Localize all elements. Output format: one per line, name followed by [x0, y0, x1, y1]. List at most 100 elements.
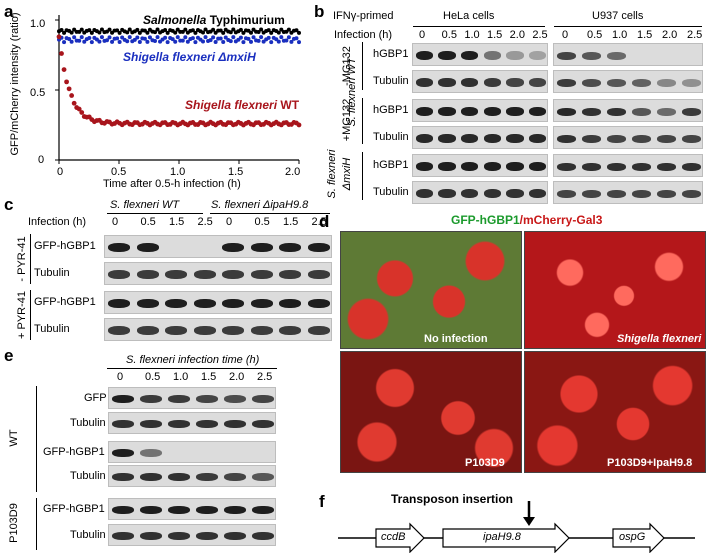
panel-c-blot-0-band-5 — [250, 243, 273, 252]
legend-wt: Shigella flexneri WT — [185, 98, 300, 112]
panel-c-blot-1 — [104, 262, 332, 285]
panel-a-point-s0-46 — [173, 30, 178, 35]
panel-a-point-s1-50 — [183, 35, 188, 40]
panel-c-minus-bar — [30, 234, 31, 284]
panel-e-blot-4-band-2 — [168, 506, 190, 514]
panel-e-time-3: 1.5 — [201, 371, 217, 383]
panel-a-point-s1-62 — [213, 39, 218, 44]
panel-b-u937-blot-1-band-2 — [607, 78, 626, 87]
panel-a-point-s0-1 — [59, 27, 64, 32]
panel-b-hela-blot-1-band-3 — [483, 78, 501, 87]
panel-a-point-s1-75 — [246, 36, 251, 41]
panel-a-point-s0-47 — [175, 27, 180, 32]
panel-a-point-s0-20 — [107, 27, 112, 32]
panel-e-title: S. flexneri infection time (h) — [126, 354, 260, 366]
panel-e-blot-1-band-0 — [112, 420, 134, 428]
panel-b-u937-blot-1 — [553, 70, 703, 93]
panel-a-point-s0-68 — [228, 30, 233, 35]
panel-a-point-s0-27 — [125, 30, 130, 35]
panel-a-point-s0-76 — [249, 30, 253, 35]
panel-a-point-s1-54 — [193, 40, 198, 45]
panel-b-u937-blot-5-band-0 — [557, 189, 576, 198]
panel-a-point-s0-13 — [89, 30, 94, 35]
panel-e-blot-5-band-1 — [140, 532, 162, 540]
panel-b-hela-time-4: 2.0 — [509, 29, 525, 41]
panel-e-time-4: 2.0 — [229, 371, 245, 383]
panel-a-point-s1-87 — [276, 39, 281, 44]
panel-b-hela-blot-2-band-4 — [506, 107, 524, 116]
panel-e-blot-4-band-5 — [252, 506, 274, 514]
panel-f-insertion: Transposon insertion — [391, 492, 514, 506]
panel-e-blot-1-band-2 — [168, 420, 190, 428]
panel-b-u937: U937 cells — [592, 10, 644, 22]
panel-b-hela: HeLa cells — [443, 10, 495, 22]
gene-ccdb — [375, 522, 425, 553]
panel-a-xtick-2: 1.0 — [170, 166, 186, 178]
panel-c-blot-3-band-4 — [222, 326, 245, 335]
panel-c-row-label-1: Tubulin — [34, 267, 70, 279]
panel-a-point-s1-42 — [163, 35, 168, 40]
panel-c-time-3: 2.5 — [197, 216, 213, 228]
panel-a-point-s2-2 — [61, 67, 67, 72]
panel-b-hela-blot-2-band-5 — [529, 107, 547, 116]
panel-c-time-1: 0.5 — [140, 216, 156, 228]
panel-a-point-s0-69 — [231, 27, 236, 32]
panel-c-blot-2-band-4 — [222, 299, 245, 308]
panel-a-point-s1-5 — [69, 39, 74, 44]
panel-b-u937-time-1: 0.5 — [587, 29, 603, 41]
panel-b-u937-blot-4 — [553, 154, 703, 177]
panel-a-point-s1-31 — [135, 35, 140, 40]
panel-a-point-s1-24 — [117, 40, 122, 45]
panel-b-hela-blot-5-band-5 — [529, 189, 547, 198]
panel-a-point-s1-80 — [259, 35, 264, 40]
panel-e-blot-1-band-3 — [196, 420, 218, 428]
panel-b-u937-blot-0-band-0 — [557, 51, 576, 60]
panel-e-wt: WT — [8, 429, 20, 447]
panel-e-blot-2-band-0 — [112, 449, 134, 457]
panel-c-blot-2 — [104, 291, 332, 314]
panel-a-point-s0-16 — [97, 30, 102, 35]
tile-label-p103d9: P103D9 — [465, 457, 505, 469]
panel-a-point-s1-2 — [62, 40, 67, 45]
panel-c-blot-2-band-3 — [193, 299, 216, 308]
panel-a-point-s1-94 — [294, 36, 299, 41]
panel-e-blot-5-band-0 — [112, 532, 134, 540]
panel-a-point-s1-65 — [221, 40, 226, 45]
panel-b-hela-blot-1-band-0 — [415, 78, 433, 87]
micrograph-p103d9-ipah98 — [524, 351, 706, 473]
panel-b-u937-blot-5-band-2 — [607, 189, 626, 198]
panel-b-u937-blot-4-band-3 — [632, 162, 651, 171]
panel-b-hela-blot-2 — [412, 99, 548, 122]
panel-a-point-s0-23 — [115, 28, 120, 33]
panel-c-blot-0-band-4 — [222, 243, 245, 252]
panel-b-hela-blot-2-band-1 — [438, 107, 456, 116]
panel-b-hela-time-5: 2.5 — [532, 29, 548, 41]
panel-e-time-5: 2.5 — [257, 371, 273, 383]
panel-c-blot-3-band-6 — [279, 326, 302, 335]
panel-a-point-s0-95 — [297, 30, 301, 35]
panel-c-blot-1-band-1 — [136, 270, 159, 279]
panel-c-blot-1-band-4 — [222, 270, 245, 279]
panel-a-point-s1-45 — [170, 37, 175, 42]
tile-label-no-infection: No infection — [424, 333, 488, 345]
panel-c-row-label-0: GFP-hGBP1 — [34, 240, 96, 252]
panel-a-point-s0-24 — [117, 30, 122, 35]
panel-b-u937-blot-3-band-2 — [607, 134, 626, 143]
panel-b-hela-bar — [413, 26, 545, 27]
panel-c-time-7: 2.5 — [311, 216, 327, 228]
panel-b-u937-time-2: 1.0 — [612, 29, 628, 41]
panel-c-blot-1-band-6 — [279, 270, 302, 279]
panel-e-p103: P103D9 — [8, 503, 20, 543]
panel-a-point-s1-66 — [223, 35, 228, 40]
panel-b-hela-blot-0 — [412, 43, 548, 66]
panel-b-hela-blot-3 — [412, 126, 548, 149]
panel-b-group1-bar — [362, 42, 363, 90]
panel-b-u937-blot-4-band-1 — [582, 162, 601, 171]
panel-b-hela-blot-4-band-0 — [415, 162, 433, 171]
panel-b-hela-blot-0-band-1 — [438, 51, 456, 60]
panel-b-hela-blot-0-band-0 — [415, 51, 433, 60]
panel-a-xtick-4: 2.0 — [285, 166, 301, 178]
panel-c-blot-0-band-1 — [136, 243, 159, 252]
panel-b-u937-blot-1-band-3 — [632, 78, 651, 87]
panel-a-point-s1-27 — [125, 39, 130, 44]
